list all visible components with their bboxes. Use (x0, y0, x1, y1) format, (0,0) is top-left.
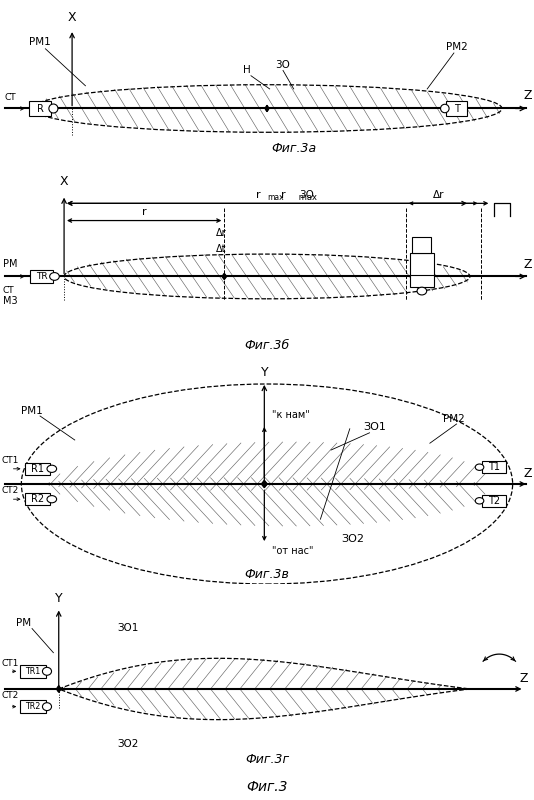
Text: PM2: PM2 (446, 42, 468, 52)
Text: TR: TR (36, 272, 48, 281)
Text: r: r (281, 190, 285, 200)
Text: Z: Z (523, 258, 532, 271)
Text: TR2: TR2 (26, 702, 41, 711)
Bar (446, 101, 467, 116)
Text: ЗО2: ЗО2 (117, 739, 139, 749)
Text: CT: CT (3, 286, 14, 294)
Text: ЗО2: ЗО2 (342, 534, 365, 544)
Text: ЗО1: ЗО1 (363, 422, 386, 432)
Text: CT: CT (4, 93, 16, 102)
Polygon shape (222, 274, 226, 279)
Text: PM2: PM2 (443, 414, 465, 424)
Text: 3O: 3O (275, 60, 290, 70)
Text: PM1: PM1 (29, 37, 51, 47)
Text: max: max (267, 193, 284, 202)
Text: PM1: PM1 (21, 406, 43, 416)
Polygon shape (265, 106, 269, 112)
Circle shape (475, 498, 484, 504)
Text: H: H (243, 65, 251, 75)
Polygon shape (262, 480, 267, 488)
Text: Фиг.3в: Фиг.3в (245, 567, 289, 581)
Text: Z: Z (519, 673, 528, 686)
Polygon shape (57, 686, 61, 692)
Text: Фиг.3: Фиг.3 (246, 779, 288, 794)
Text: 3O: 3O (299, 190, 314, 200)
Bar (29, 101, 51, 116)
Text: Фиг.3б: Фиг.3б (245, 338, 289, 352)
Bar (25, 493, 50, 506)
Circle shape (50, 273, 59, 280)
Circle shape (49, 104, 58, 113)
Bar (410, 254, 434, 275)
Text: X: X (68, 11, 76, 24)
Text: Фиг.3а: Фиг.3а (271, 142, 316, 154)
Text: r: r (256, 190, 261, 200)
Text: Δr: Δr (216, 227, 227, 238)
Text: ЗО1: ЗО1 (117, 623, 139, 633)
Bar (20, 665, 46, 678)
Text: CT2: CT2 (1, 486, 18, 494)
Text: M3: M3 (3, 296, 17, 306)
Circle shape (43, 702, 52, 710)
Circle shape (43, 667, 52, 675)
Text: Y: Y (55, 591, 62, 605)
Text: X: X (60, 175, 68, 188)
Text: CT1: CT1 (1, 658, 19, 668)
Text: max: max (283, 194, 317, 202)
Text: r: r (142, 207, 146, 217)
Text: Фиг.3г: Фиг.3г (245, 753, 289, 766)
Circle shape (47, 495, 57, 503)
Text: T: T (453, 103, 460, 114)
Text: Δr: Δr (433, 190, 444, 200)
Bar (20, 700, 46, 713)
Bar (25, 462, 50, 475)
Bar (482, 494, 506, 507)
Text: PM: PM (3, 259, 17, 269)
Circle shape (475, 464, 484, 470)
Text: Z: Z (523, 467, 532, 480)
Text: R: R (37, 103, 43, 114)
Text: "к нам": "к нам" (272, 410, 310, 420)
Bar (410, 275, 434, 286)
Text: R1: R1 (31, 464, 44, 474)
Text: CT1: CT1 (1, 456, 19, 465)
Text: R2: R2 (31, 494, 44, 504)
Text: PM: PM (16, 618, 31, 628)
Text: T1: T1 (488, 462, 500, 472)
Text: T2: T2 (488, 496, 500, 506)
Text: Δt: Δt (216, 244, 227, 254)
Circle shape (47, 465, 57, 472)
Text: Z: Z (523, 89, 532, 102)
Circle shape (417, 287, 427, 295)
Text: TR1: TR1 (26, 667, 41, 676)
Bar (482, 461, 506, 473)
Text: CT2: CT2 (1, 691, 18, 700)
Text: Y: Y (261, 366, 268, 379)
Bar (30, 270, 53, 283)
Circle shape (441, 104, 449, 113)
Bar (412, 237, 431, 254)
Text: "от нас": "от нас" (272, 546, 314, 556)
